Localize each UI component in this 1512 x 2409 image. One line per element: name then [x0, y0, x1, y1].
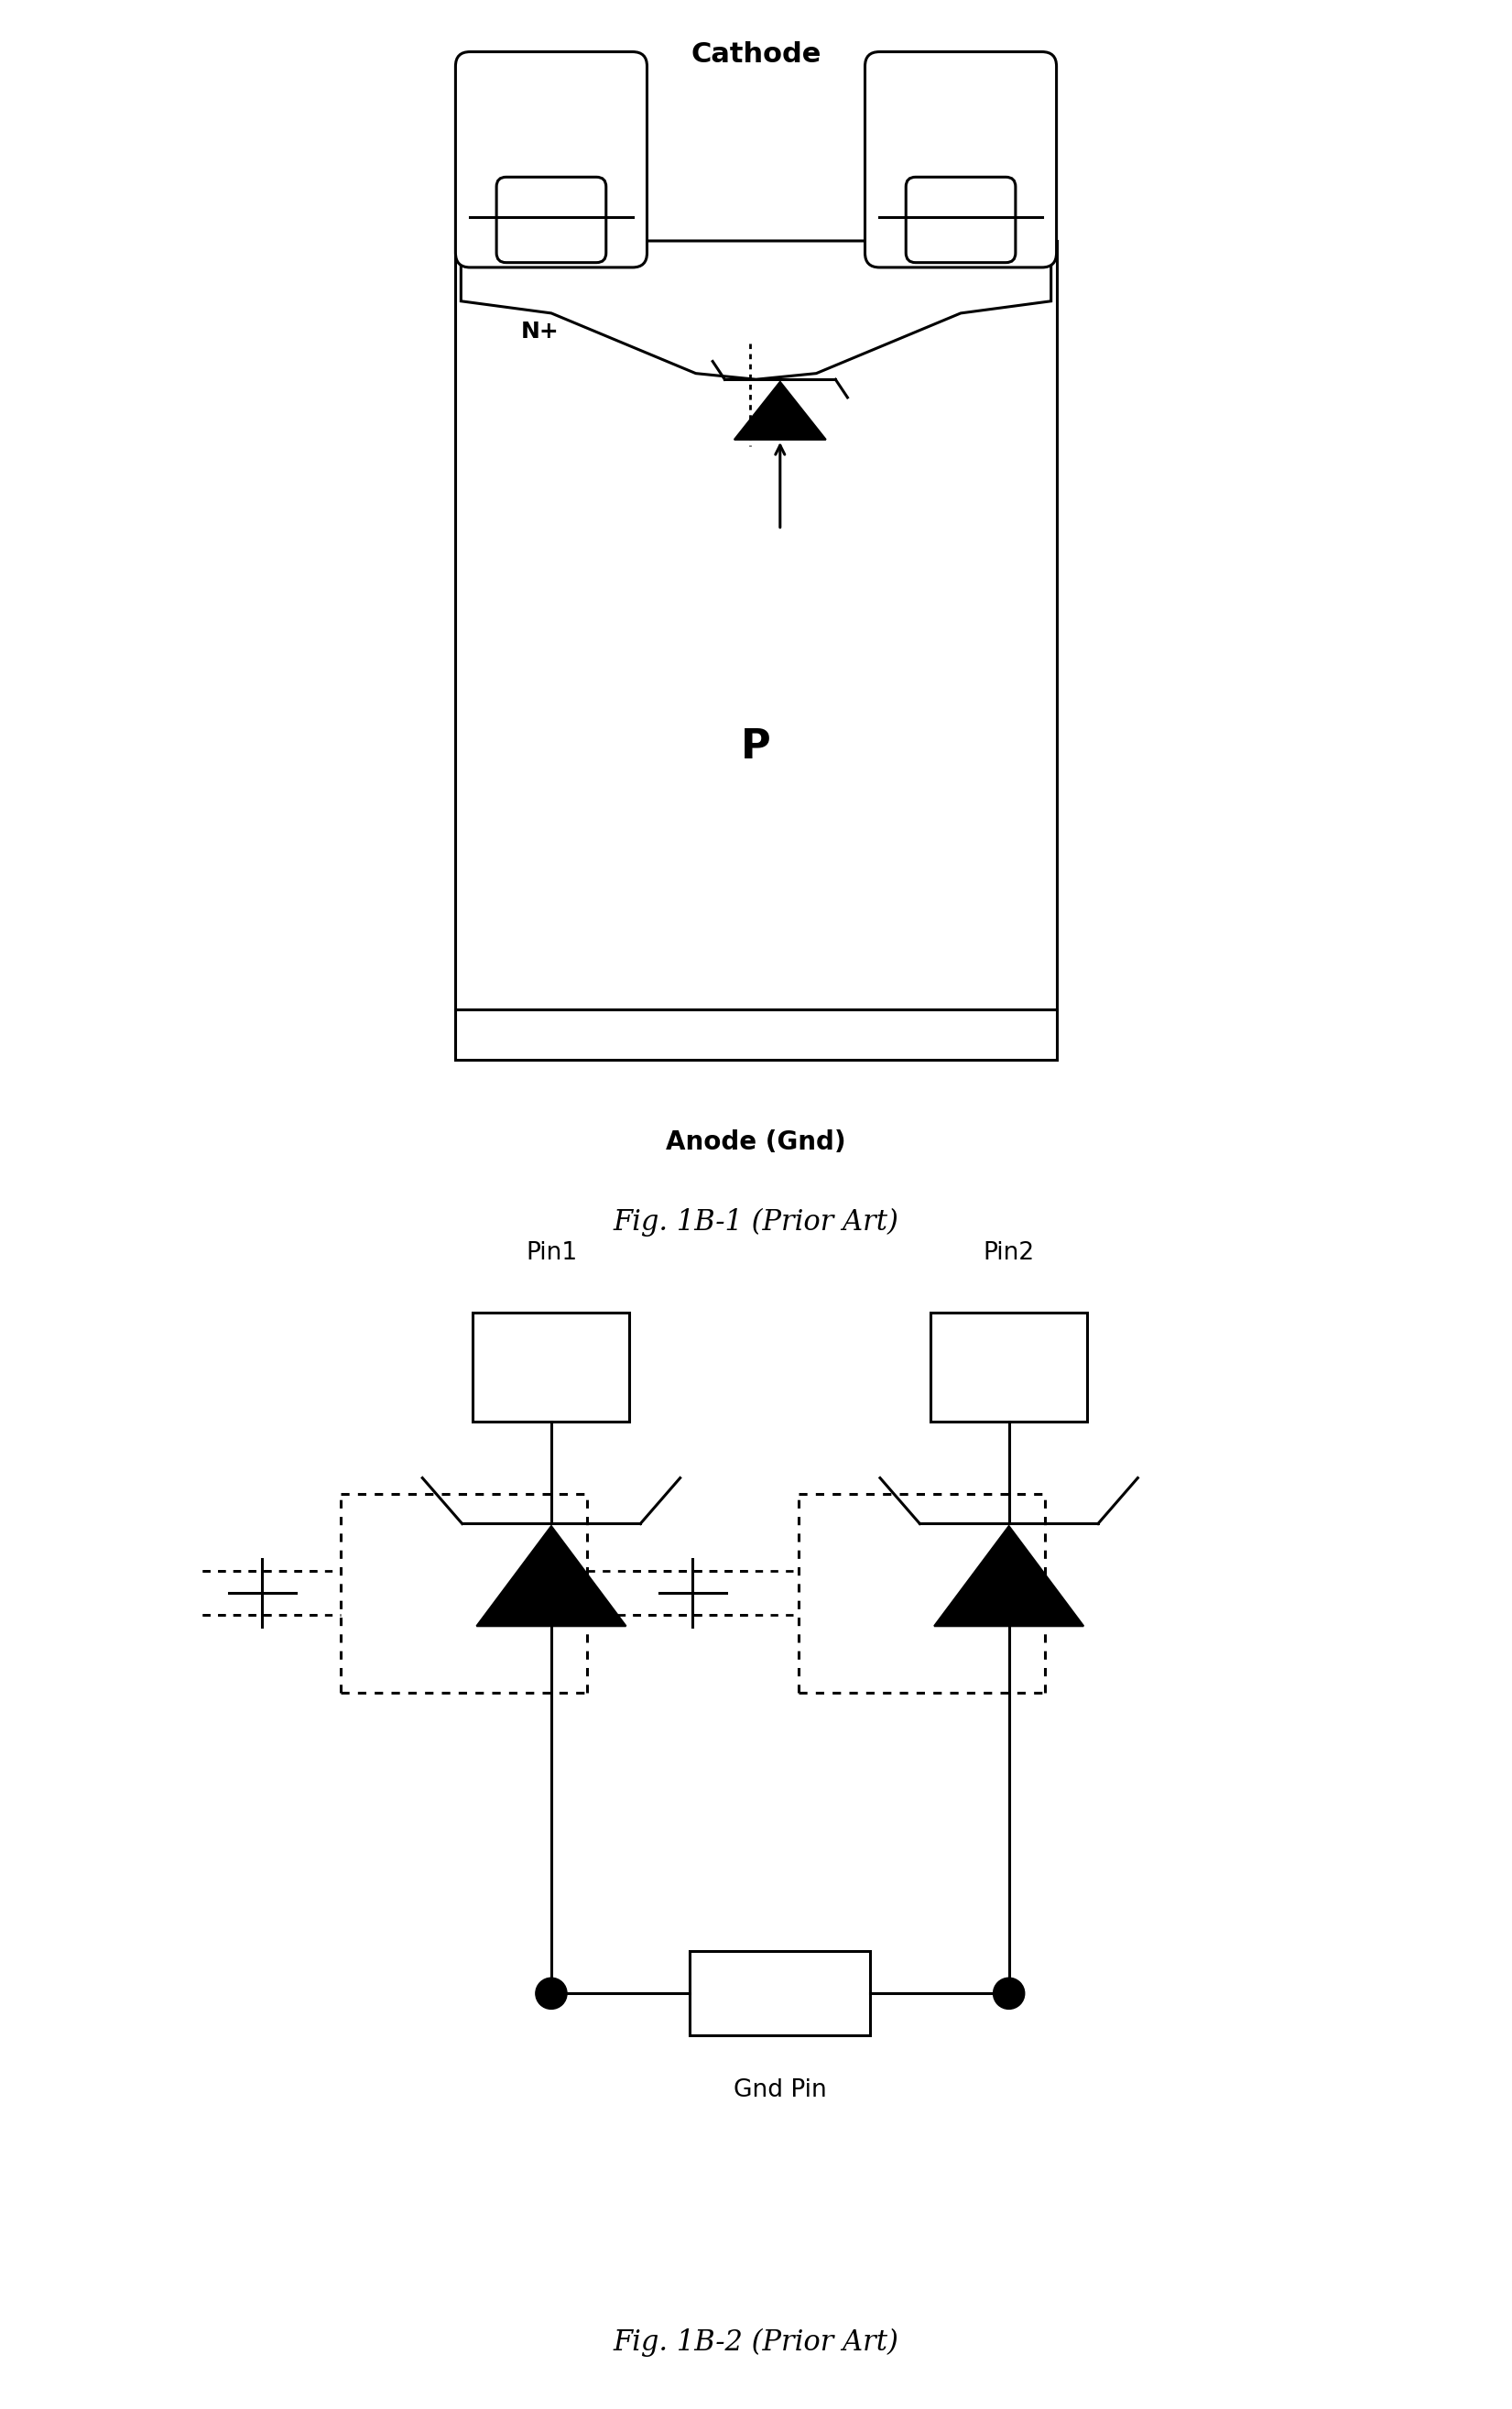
Text: Fig. 1B-1 (Prior Art): Fig. 1B-1 (Prior Art) [614, 1209, 898, 1236]
Polygon shape [934, 1527, 1084, 1626]
FancyBboxPatch shape [906, 178, 1016, 263]
Bar [689, 1951, 871, 2036]
Polygon shape [461, 241, 1051, 378]
FancyBboxPatch shape [455, 53, 647, 267]
Circle shape [993, 1978, 1025, 2009]
Bar [455, 241, 1057, 1060]
Circle shape [535, 1978, 567, 2009]
Text: Fig. 1B-2 (Prior Art): Fig. 1B-2 (Prior Art) [614, 2330, 898, 2356]
Text: Cathode: Cathode [691, 41, 821, 67]
Text: Gnd Pin: Gnd Pin [733, 2079, 827, 2101]
Bar [455, 1009, 1057, 1060]
Text: N+: N+ [522, 320, 559, 342]
FancyBboxPatch shape [865, 53, 1057, 267]
Text: Anode (Gnd): Anode (Gnd) [665, 1130, 847, 1154]
Bar [930, 1313, 1087, 1421]
Text: P: P [741, 728, 771, 766]
Bar [473, 1313, 629, 1421]
FancyBboxPatch shape [496, 178, 606, 263]
Text: Pin1: Pin1 [526, 1241, 578, 1265]
Polygon shape [735, 383, 826, 438]
Text: Pin2: Pin2 [983, 1241, 1034, 1265]
Polygon shape [476, 1527, 626, 1626]
